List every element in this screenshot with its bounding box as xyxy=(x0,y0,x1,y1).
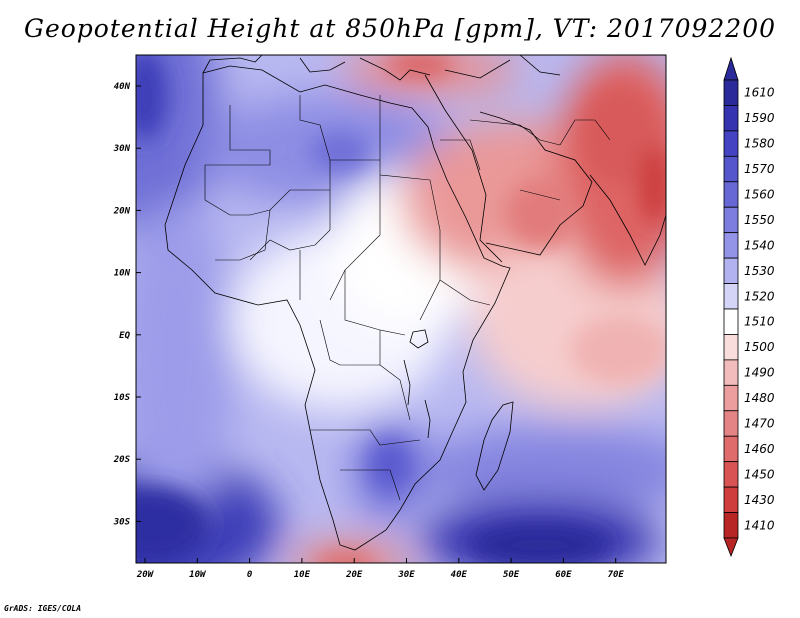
lon-label: 10W xyxy=(189,570,207,580)
lon-label: 20E xyxy=(345,570,363,580)
colorbar-swatch xyxy=(723,155,739,183)
colorbar-arrow-bottom xyxy=(723,537,739,558)
colorbar-swatch xyxy=(723,130,739,157)
colorbar-label: 1610 xyxy=(744,86,775,100)
colorbar-label: 1520 xyxy=(744,289,775,303)
africa-coastline xyxy=(164,65,511,551)
colorbar-label: 1590 xyxy=(744,111,775,125)
lake-tanganyika xyxy=(403,359,411,406)
colorbar-swatch xyxy=(723,512,739,539)
colorbar-swatch xyxy=(723,283,739,310)
arabia-coast xyxy=(479,111,593,256)
plot-frame xyxy=(135,54,667,564)
colorbar-label: 1570 xyxy=(744,162,775,176)
colorbar-label: 1410 xyxy=(744,518,775,532)
colorbar-swatch xyxy=(723,308,739,335)
latitude-axis: 40N 30N 20N 10N EQ 10S 20S 30S xyxy=(113,82,141,527)
lake-victoria xyxy=(409,329,429,349)
colorbar-swatch xyxy=(723,206,739,234)
lat-label: 30S xyxy=(113,517,131,527)
lon-label: 70E xyxy=(608,570,625,580)
lon-label: 50E xyxy=(503,570,520,580)
cape-low xyxy=(290,540,410,563)
colorbar-swatch xyxy=(723,486,739,513)
colorbar-swatch xyxy=(723,461,739,488)
lat-label: 10S xyxy=(114,393,131,403)
colorbar-label: 1510 xyxy=(744,315,775,329)
colorbar-swatch xyxy=(723,257,739,284)
red-sea-east-coast xyxy=(424,74,503,263)
lat-label: 20N xyxy=(113,206,131,216)
colorbar-label: 1430 xyxy=(744,493,775,507)
colorbar-label: 1550 xyxy=(744,213,775,227)
lat-label: EQ xyxy=(119,331,130,341)
grads-credit: GrADS: IGES/COLA xyxy=(4,604,82,613)
colorbar: 1610 1590 1580 1570 1560 1550 1540 1530 1520 1510… xyxy=(723,56,775,558)
colorbar-swatch xyxy=(723,232,739,259)
colorbar-label: 1490 xyxy=(744,366,775,380)
lon-label: 30E xyxy=(397,570,415,580)
colorbar-label: 1580 xyxy=(744,137,775,151)
lon-label: 60E xyxy=(555,570,572,580)
colorbar-label: 1480 xyxy=(744,391,775,405)
lon-label: 40E xyxy=(451,570,468,580)
lat-label: 10N xyxy=(114,269,131,279)
lon-label: 0 xyxy=(247,570,253,580)
colorbar-swatch xyxy=(723,384,739,412)
lon-label: 20W xyxy=(136,570,155,580)
colorbar-arrow-top xyxy=(723,56,739,81)
coastlines xyxy=(164,55,666,551)
colorbar-label: 1500 xyxy=(744,340,775,354)
colorbar-swatch xyxy=(723,410,739,437)
colorbar-label: 1530 xyxy=(744,264,775,278)
south-indian-blue xyxy=(420,425,666,515)
lon-label: 10E xyxy=(294,570,311,580)
map-title: Geopotential Height at 850hPa [gpm], VT:… xyxy=(23,14,777,43)
colorbar-swatch xyxy=(723,105,739,132)
colorbar-swatch xyxy=(723,435,739,463)
longitude-axis: 20W 10W 0 10E 20E 30E 40E 50E 60E 70E xyxy=(136,558,625,580)
colorbar-swatch xyxy=(723,334,739,361)
lat-label: 30N xyxy=(113,144,131,154)
colorbar-label: 1560 xyxy=(744,188,775,202)
colorbar-swatch xyxy=(723,181,739,208)
lake-malawi xyxy=(424,399,431,439)
west-africa-blue xyxy=(136,200,235,520)
india-coast xyxy=(589,174,666,266)
height-field xyxy=(136,55,666,563)
europe-coast xyxy=(202,55,561,81)
colorbar-swatch xyxy=(723,359,739,386)
country-borders xyxy=(204,95,611,501)
lat-label: 40N xyxy=(114,82,131,92)
colorbar-label: 1460 xyxy=(744,442,775,456)
madagascar xyxy=(475,401,514,491)
colorbar-label: 1470 xyxy=(744,417,775,431)
colorbar-swatch xyxy=(723,79,739,106)
lat-label: 20S xyxy=(113,455,131,465)
colorbar-label: 1450 xyxy=(744,467,775,481)
colorbar-label: 1540 xyxy=(744,238,775,252)
